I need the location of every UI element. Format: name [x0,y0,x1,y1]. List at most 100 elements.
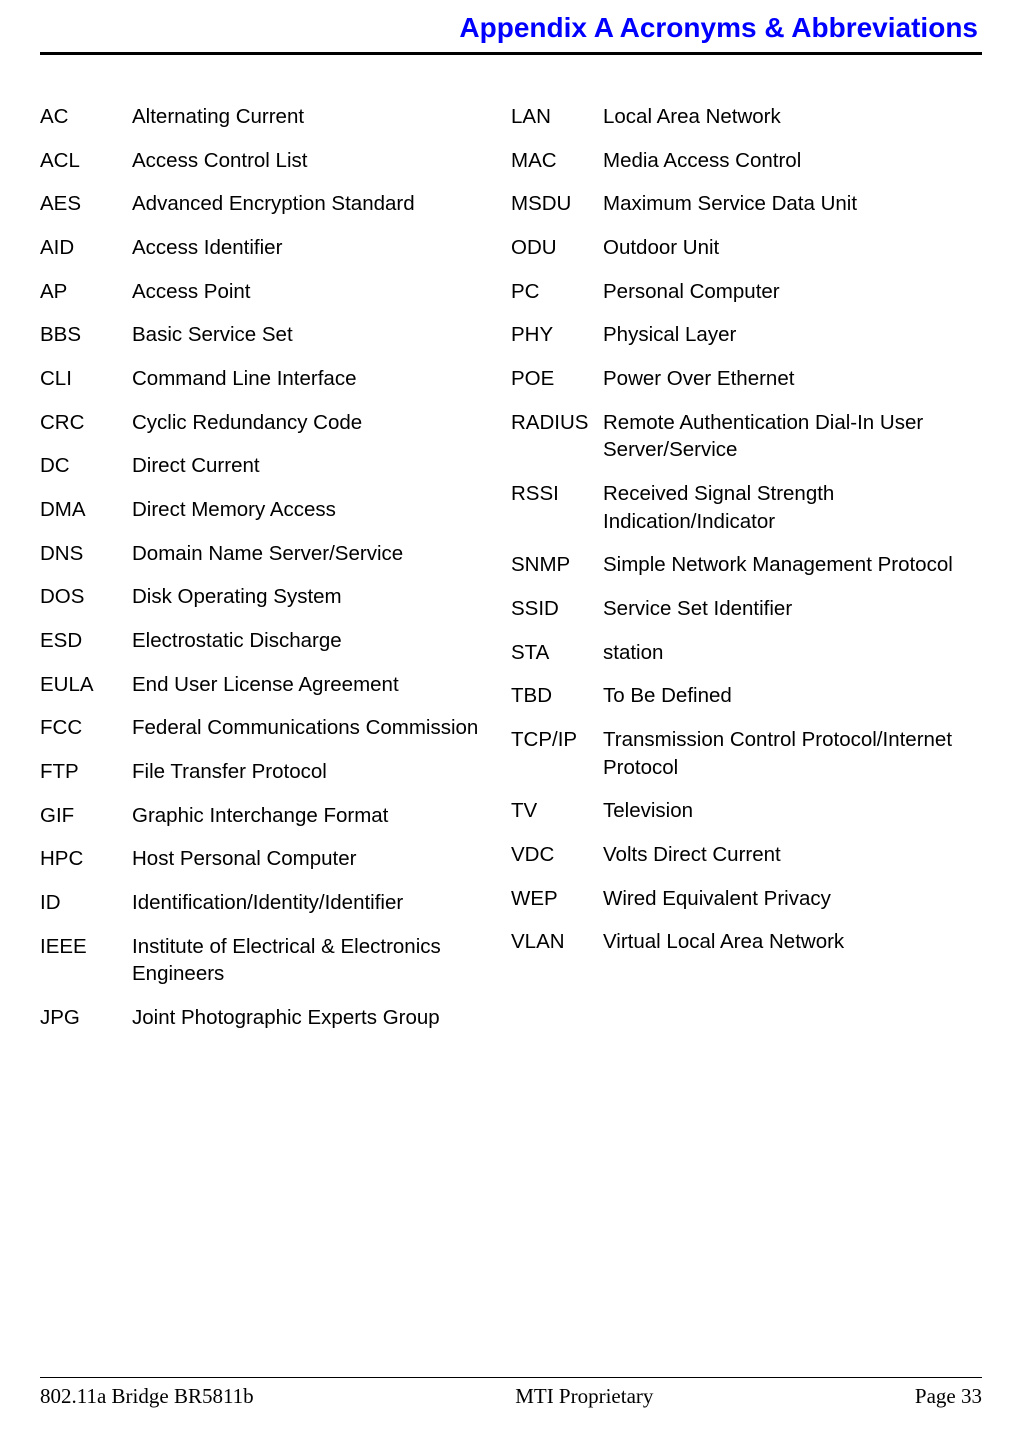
acronym-definition: Basic Service Set [132,321,499,349]
acronym-abbrev: STA [511,639,603,667]
acronym-abbrev: VDC [511,841,603,869]
acronym-definition: Host Personal Computer [132,845,499,873]
footer-rule [40,1377,982,1378]
acronym-definition: Outdoor Unit [603,234,970,262]
acronym-entry: SSIDService Set Identifier [511,595,970,623]
acronym-entry: RADIUSRemote Authentication Dial-In User… [511,409,970,464]
acronym-definition: Volts Direct Current [603,841,970,869]
acronym-entry: PCPersonal Computer [511,278,970,306]
acronym-abbrev: FCC [40,714,132,742]
acronym-definition: Access Control List [132,147,499,175]
acronym-definition: Access Point [132,278,499,306]
footer-right: Page 33 [915,1384,982,1409]
acronym-definition: Received Signal Strength Indication/Indi… [603,480,970,535]
title-rule [40,52,982,55]
acronym-definition: Maximum Service Data Unit [603,190,970,218]
acronym-entry: FTPFile Transfer Protocol [40,758,499,786]
acronym-abbrev: RSSI [511,480,603,535]
acronym-abbrev: RADIUS [511,409,603,464]
acronym-definition: Virtual Local Area Network [603,928,970,956]
acronym-abbrev: ODU [511,234,603,262]
acronym-abbrev: EULA [40,671,132,699]
acronym-abbrev: PHY [511,321,603,349]
acronym-definition: Access Identifier [132,234,499,262]
acronym-definition: Federal Communications Commission [132,714,499,742]
acronym-abbrev: AES [40,190,132,218]
acronym-abbrev: DC [40,452,132,480]
acronym-abbrev: SSID [511,595,603,623]
acronym-entry: APAccess Point [40,278,499,306]
acronym-definition: Personal Computer [603,278,970,306]
acronym-abbrev: PC [511,278,603,306]
footer-center: MTI Proprietary [515,1384,653,1409]
acronym-abbrev: ACL [40,147,132,175]
footer-left: 802.11a Bridge BR5811b [40,1384,254,1409]
acronym-abbrev: BBS [40,321,132,349]
acronym-abbrev: AC [40,103,132,131]
acronym-abbrev: TCP/IP [511,726,603,781]
acronym-abbrev: ESD [40,627,132,655]
acronym-definition: Direct Memory Access [132,496,499,524]
acronym-definition: Alternating Current [132,103,499,131]
acronym-definition: station [603,639,970,667]
acronym-entry: IEEEInstitute of Electrical & Electronic… [40,933,499,988]
acronym-abbrev: CRC [40,409,132,437]
acronym-entry: LANLocal Area Network [511,103,970,131]
acronym-definition: Power Over Ethernet [603,365,970,393]
acronym-abbrev: POE [511,365,603,393]
acronym-entry: TBDTo Be Defined [511,682,970,710]
acronym-definition: Cyclic Redundancy Code [132,409,499,437]
acronym-definition: Graphic Interchange Format [132,802,499,830]
acronym-definition: Wired Equivalent Privacy [603,885,970,913]
acronym-abbrev: DNS [40,540,132,568]
acronym-entry: CRCCyclic Redundancy Code [40,409,499,437]
acronym-definition: Identification/Identity/Identifier [132,889,499,917]
acronym-entry: AESAdvanced Encryption Standard [40,190,499,218]
acronym-abbrev: FTP [40,758,132,786]
acronym-abbrev: CLI [40,365,132,393]
acronym-definition: Institute of Electrical & Electronics En… [132,933,499,988]
acronym-definition: Electrostatic Discharge [132,627,499,655]
acronym-entry: JPGJoint Photographic Experts Group [40,1004,499,1032]
acronym-entry: BBSBasic Service Set [40,321,499,349]
acronym-abbrev: DMA [40,496,132,524]
acronym-entry: ACLAccess Control List [40,147,499,175]
acronym-abbrev: DOS [40,583,132,611]
left-column: ACAlternating CurrentACLAccess Control L… [40,103,511,1048]
acronym-entry: VDCVolts Direct Current [511,841,970,869]
right-column: LANLocal Area NetworkMACMedia Access Con… [511,103,982,1048]
acronym-entry: RSSIReceived Signal Strength Indication/… [511,480,970,535]
acronym-abbrev: VLAN [511,928,603,956]
acronym-definition: Service Set Identifier [603,595,970,623]
footer-row: 802.11a Bridge BR5811b MTI Proprietary P… [40,1384,982,1409]
acronym-definition: Disk Operating System [132,583,499,611]
acronym-entry: TVTelevision [511,797,970,825]
acronym-abbrev: WEP [511,885,603,913]
acronym-entry: HPCHost Personal Computer [40,845,499,873]
acronym-abbrev: JPG [40,1004,132,1032]
acronym-entry: TCP/IPTransmission Control Protocol/Inte… [511,726,970,781]
acronym-abbrev: MAC [511,147,603,175]
acronym-entry: VLANVirtual Local Area Network [511,928,970,956]
acronym-columns: ACAlternating CurrentACLAccess Control L… [40,103,982,1048]
acronym-entry: DCDirect Current [40,452,499,480]
page-title: Appendix A Acronyms & Abbreviations [40,12,982,52]
footer: 802.11a Bridge BR5811b MTI Proprietary P… [40,1377,982,1409]
acronym-definition: Simple Network Management Protocol [603,551,970,579]
acronym-definition: Direct Current [132,452,499,480]
acronym-definition: To Be Defined [603,682,970,710]
acronym-definition: File Transfer Protocol [132,758,499,786]
acronym-abbrev: TV [511,797,603,825]
acronym-definition: Transmission Control Protocol/Internet P… [603,726,970,781]
acronym-entry: MACMedia Access Control [511,147,970,175]
acronym-abbrev: MSDU [511,190,603,218]
acronym-definition: Domain Name Server/Service [132,540,499,568]
acronym-entry: WEPWired Equivalent Privacy [511,885,970,913]
acronym-definition: End User License Agreement [132,671,499,699]
acronym-entry: MSDUMaximum Service Data Unit [511,190,970,218]
acronym-definition: Physical Layer [603,321,970,349]
acronym-abbrev: LAN [511,103,603,131]
acronym-definition: Media Access Control [603,147,970,175]
acronym-definition: Local Area Network [603,103,970,131]
acronym-entry: CLICommand Line Interface [40,365,499,393]
